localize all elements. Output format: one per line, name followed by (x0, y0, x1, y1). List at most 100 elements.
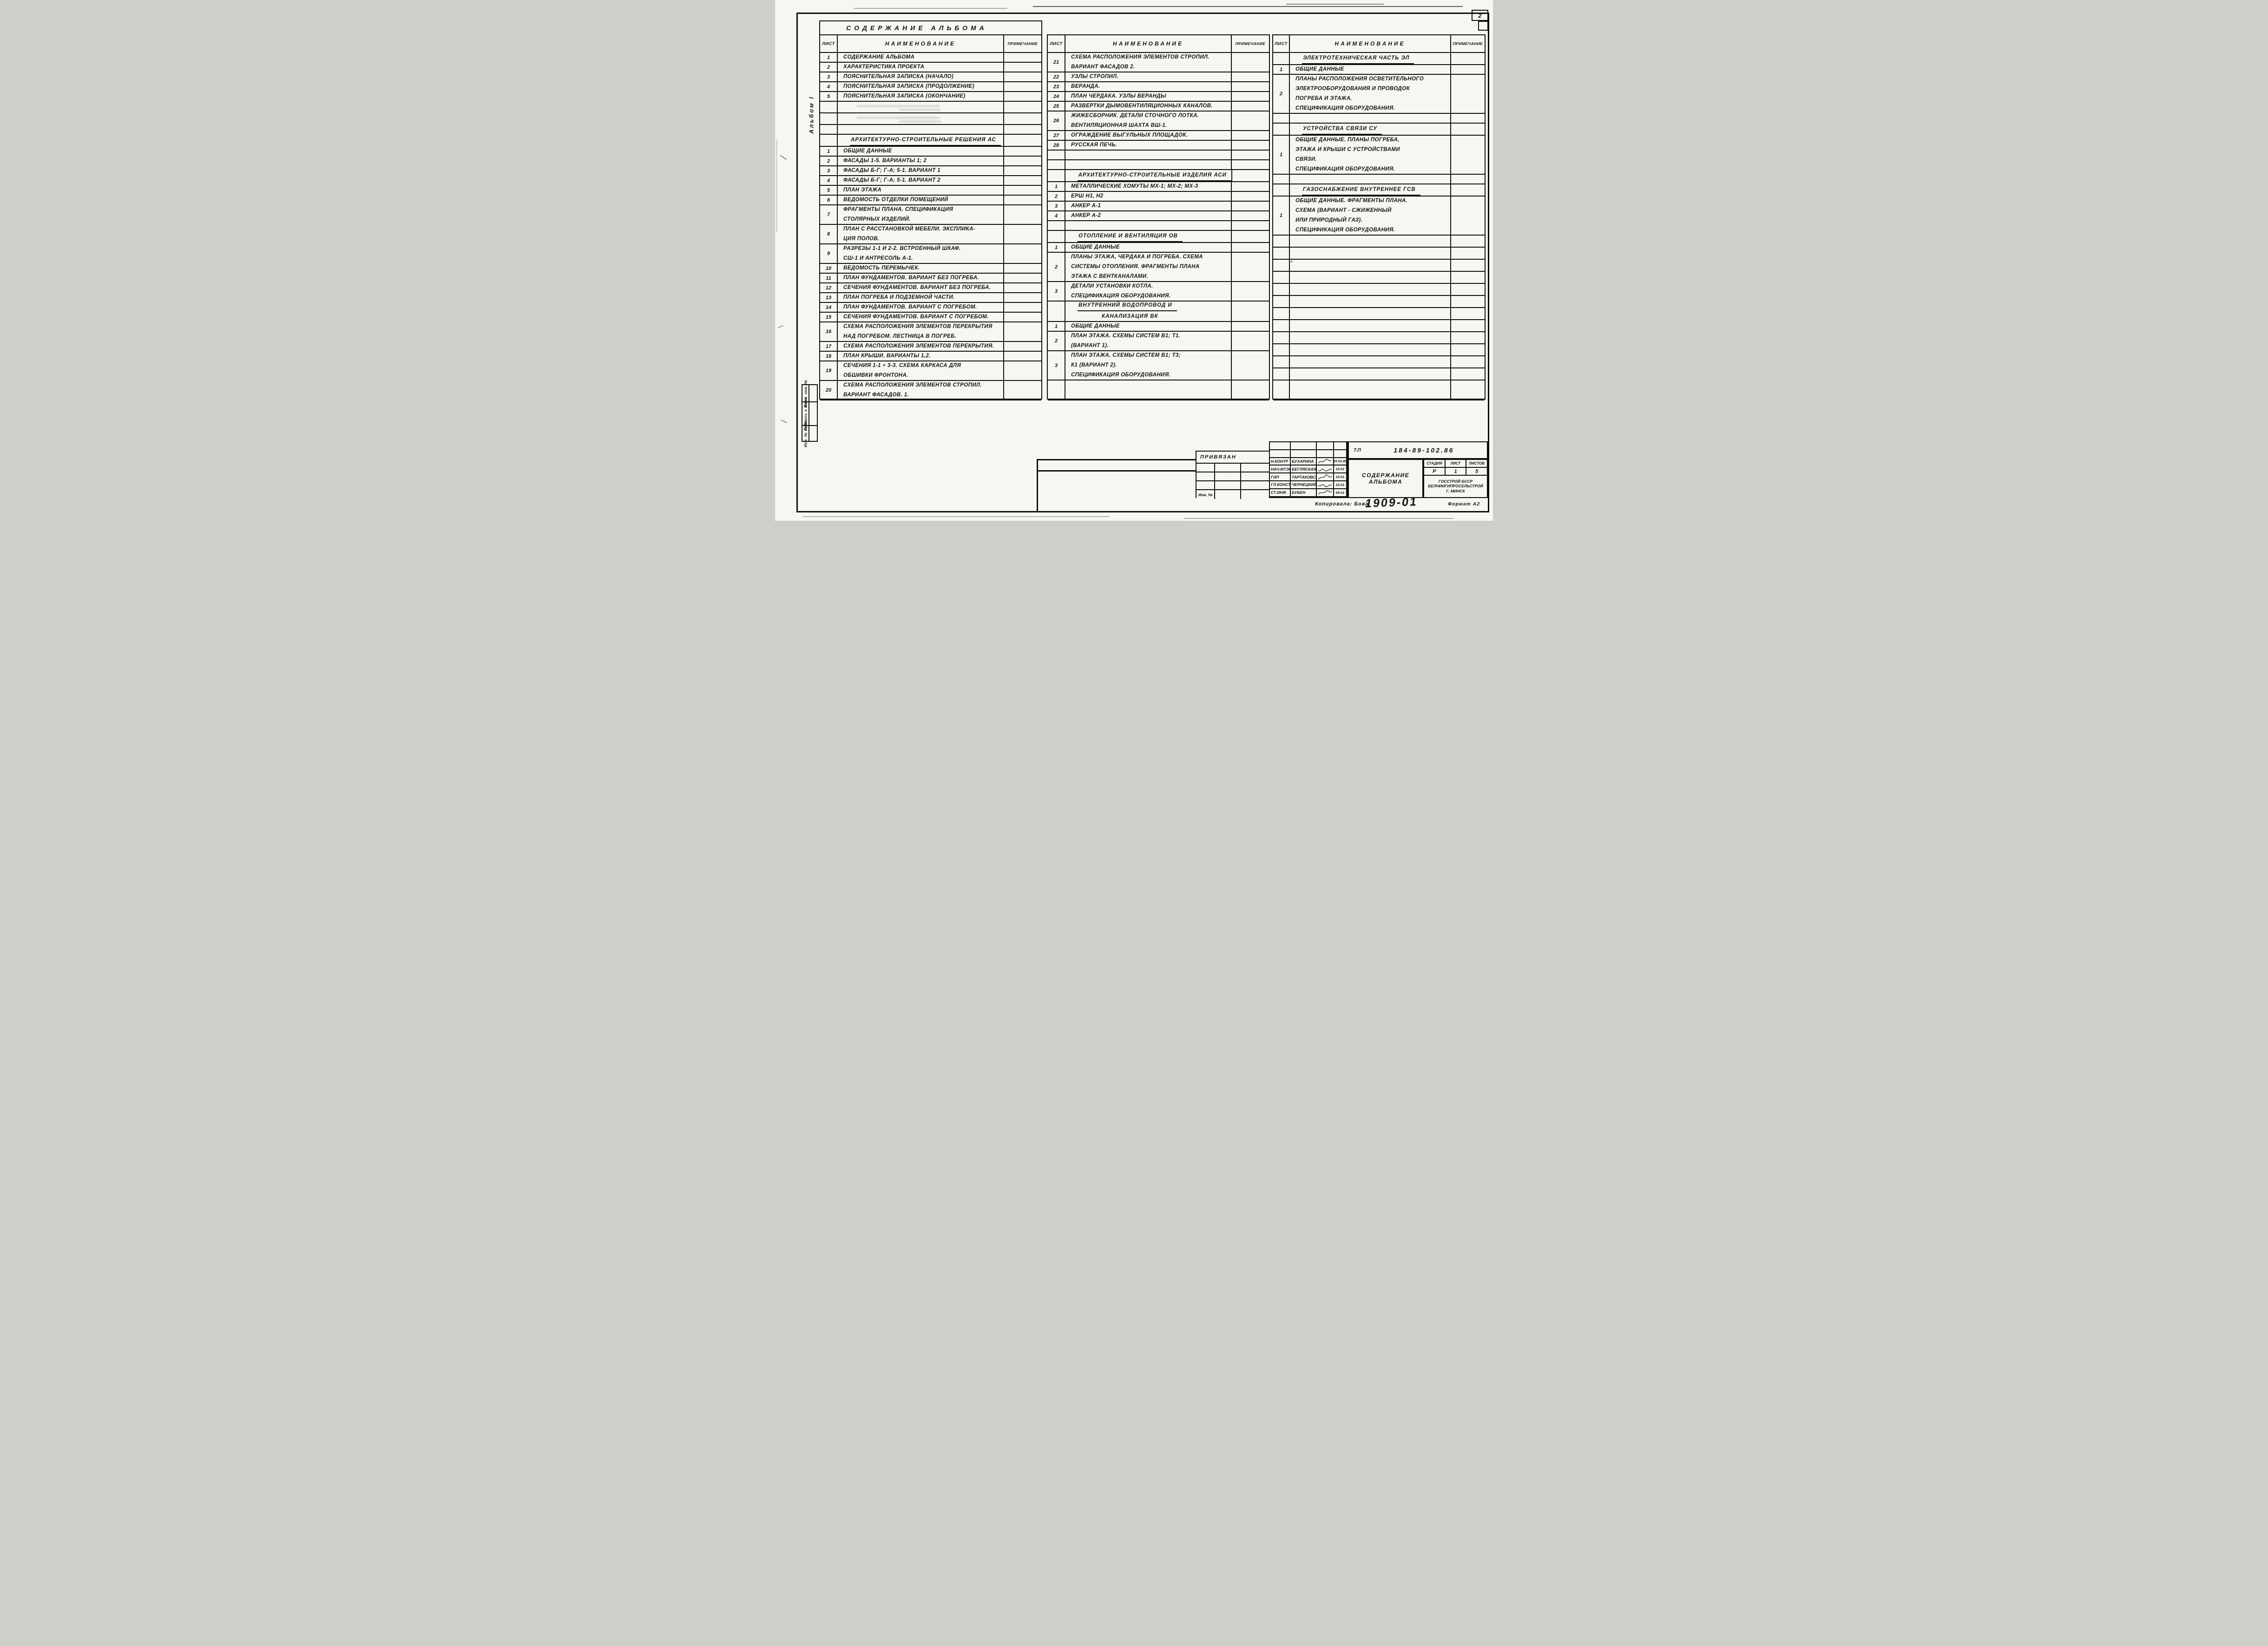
table-body: Электротехническая часть ЭЛ 1 Общие данные… (1273, 53, 1485, 400)
album-label: Альбом I (808, 95, 815, 134)
format-note: Формат А2 (1448, 501, 1480, 507)
table-header: Лист Наименование Примечание (1048, 35, 1269, 53)
blank-row (1273, 368, 1485, 380)
scan-smudge (776, 139, 777, 232)
sheet-number: 3 (1048, 202, 1065, 210)
stage-value-row: Р 1 5 (1424, 468, 1487, 476)
sheet-number: 19 (820, 361, 838, 380)
sheet-number (1048, 160, 1065, 169)
table-row: 1 Общие данные (1048, 243, 1269, 253)
sheet-number: 22 (1048, 72, 1065, 81)
col-header-name: Наименование (1290, 35, 1451, 52)
note-cell (1232, 282, 1269, 301)
note-cell (1451, 296, 1485, 307)
blank-row (1048, 221, 1269, 231)
section-row: Газоснабжение внутреннее ГСВ (1273, 184, 1485, 197)
sheet-title: Сечения фундаментов. Вариант с погребом. (838, 313, 1004, 321)
note-cell (1232, 380, 1269, 400)
blank-row (820, 125, 1041, 135)
signature-date: 10.01 (1334, 481, 1347, 488)
signature-icon (1317, 473, 1334, 480)
sheet-number (1273, 248, 1290, 259)
note-cell (1451, 53, 1485, 64)
sheet-number (1048, 170, 1065, 181)
corner-cell (1478, 21, 1488, 31)
sheet-title (1290, 308, 1451, 319)
sheet-number (1048, 302, 1065, 321)
note-cell (1004, 82, 1041, 91)
table-row: 17 Схема расположения элементов перекрыти… (820, 342, 1041, 352)
col-header-note: Примечание (1007, 41, 1038, 46)
note-cell (1004, 147, 1041, 156)
sheet-number (1273, 380, 1290, 400)
note-cell (1451, 124, 1485, 135)
doc-title-text: Содержание альбома (1361, 472, 1410, 485)
scan-mark (780, 155, 787, 160)
sheet-number: 11 (820, 274, 838, 282)
note-cell (1004, 274, 1041, 282)
table-row: 3 Пояснительная записка (начало) (820, 72, 1041, 82)
note-cell (1232, 82, 1269, 91)
doc-code-value: 184-89-102.86 (1394, 446, 1454, 454)
sheet-number: 3 (820, 166, 838, 175)
note-cell (1451, 284, 1485, 295)
note-cell (1004, 244, 1041, 263)
note-cell (1451, 197, 1485, 235)
section-row: Архитектурно-строительные решения АС (820, 135, 1041, 147)
note-cell (1451, 75, 1485, 113)
toc-table-middle: Лист Наименование Примечание 21 Схема рас… (1047, 34, 1270, 400)
sheet-title (1290, 296, 1451, 307)
note-cell (1004, 186, 1041, 195)
sheet-title: Общие данные (1065, 322, 1232, 331)
sheet-number: 2 (1048, 332, 1065, 350)
note-cell (1232, 141, 1269, 150)
col-header-name: Наименование (838, 35, 1004, 52)
sheet-title: Ведомость отделки помещений (838, 196, 1004, 204)
note-cell (1004, 205, 1041, 224)
note-cell (1232, 131, 1269, 140)
note-cell (1004, 176, 1041, 185)
sheets-value: 5 (1475, 468, 1479, 474)
blank-row (1273, 236, 1485, 248)
section-row: Электротехническая часть ЭЛ (1273, 53, 1485, 65)
blank-row (1048, 160, 1269, 170)
section-title: Внутренний водопровод и канализация ВК (1065, 302, 1232, 321)
note-cell (1232, 170, 1269, 181)
sheet-number: 5 (820, 92, 838, 101)
signature-row: Гл.констрЧернецкий 10.01 (1270, 481, 1347, 489)
sheet-value: 1 (1446, 468, 1467, 475)
organization-cell: Госстрой БССР Белниигипросельстрой г. Ми… (1424, 476, 1487, 497)
sheet-number: 13 (820, 293, 838, 302)
signature-icon (1317, 481, 1334, 488)
signature-date: 09.01 (1334, 489, 1347, 496)
table-row: 10 Ведомость перемычек. (820, 264, 1041, 274)
sheet-title: Общие данные (838, 147, 1004, 156)
sheet-number: 16 (820, 322, 838, 341)
sheet-number (1048, 231, 1065, 242)
attach-row (1196, 472, 1269, 481)
table-row: 28 Русская печь. (1048, 141, 1269, 151)
sheet-number (1273, 236, 1290, 247)
sheet-number: 2 (1048, 192, 1065, 201)
stage-label: Стадия (1424, 460, 1446, 467)
sheet-title: Узлы стропил. (1065, 72, 1232, 81)
signature-row: ГИПТартаковская 10.01 (1270, 473, 1347, 481)
sheet-title: Сечения 1-1 ÷ 3-3. Схема каркаса для обши… (838, 361, 1004, 380)
sheet-title: Схема расположения элементов стропил. Вар… (1065, 53, 1232, 72)
blank-row (1273, 272, 1485, 284)
note-cell (1004, 92, 1041, 101)
sheet-title (1290, 260, 1451, 271)
sheet-number: 20 (820, 381, 838, 400)
table-row: 5 План этажа (820, 186, 1041, 196)
note-cell (1004, 63, 1041, 72)
sheet-title: Пояснительная записка (начало) (838, 72, 1004, 81)
sheet-title: План крыши. Варианты 1,2. (838, 352, 1004, 361)
table-row: 9 Разрезы 1-1 и 2-2. Встроенный шкаф. СШ-1… (820, 244, 1041, 264)
sheet-number: 14 (820, 303, 838, 312)
signatory-name: Бухарина (1291, 458, 1317, 465)
sheet-number (820, 135, 838, 146)
sheet-title: Анкер А-2 (1065, 211, 1232, 220)
signature-date: 10.01 (1334, 473, 1347, 480)
attach-row (1196, 464, 1269, 472)
note-cell (1004, 102, 1041, 112)
